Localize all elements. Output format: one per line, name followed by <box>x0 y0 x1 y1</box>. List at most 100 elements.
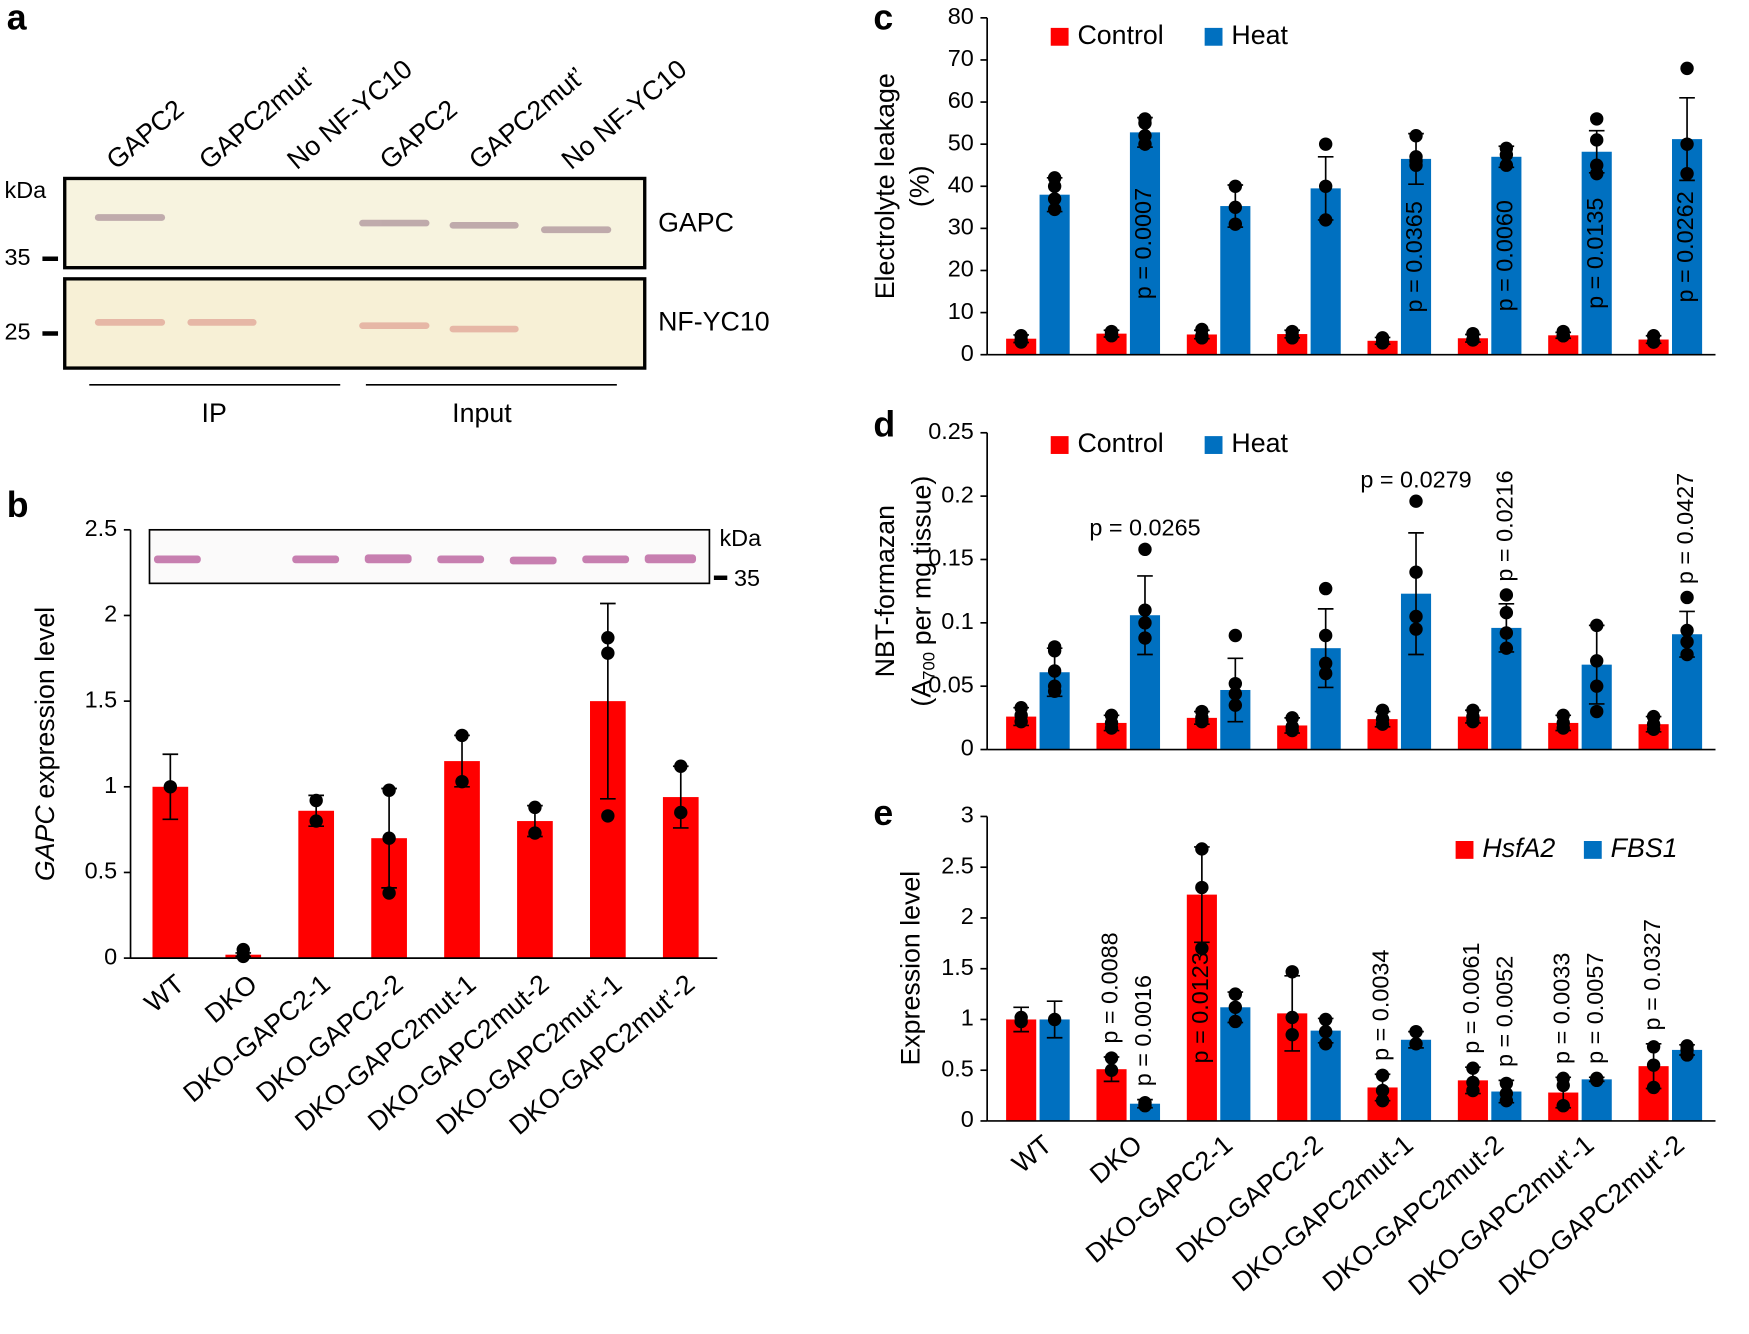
y-tick-label: 2 <box>961 903 974 929</box>
data-point <box>674 805 688 820</box>
data-point <box>1375 336 1390 350</box>
blot: GAPC2 GAPC2mut’ No NF-YC10 GAPC2 GAPC2mu… <box>5 54 770 428</box>
y-axis-label-part: per mg tissue) <box>907 476 937 645</box>
lane-label: GAPC2 <box>374 94 463 175</box>
y-axis-label: (%) <box>904 165 934 207</box>
p-value-label: p = 0.0060 <box>1492 200 1518 311</box>
data-point <box>1375 717 1390 731</box>
data-point <box>1680 635 1694 649</box>
lane-label: GAPC2 <box>101 94 190 175</box>
y-axis-label-part: 700 <box>920 652 939 680</box>
data-point <box>1228 676 1243 691</box>
bands <box>94 319 519 333</box>
data-point <box>1014 335 1028 349</box>
blot-box <box>63 176 647 270</box>
y-tick-label: 10 <box>948 298 974 324</box>
band <box>644 554 697 564</box>
data-point <box>455 728 469 743</box>
data-point <box>1047 664 1062 678</box>
data-point <box>1138 616 1152 630</box>
data-point <box>1228 628 1243 643</box>
data-point <box>1499 158 1514 172</box>
data-point <box>1138 542 1152 557</box>
data-point <box>455 774 469 789</box>
data-point <box>1409 158 1423 172</box>
band <box>292 555 340 564</box>
data-point <box>1556 1078 1570 1093</box>
panel-label: e <box>873 793 893 833</box>
bar <box>517 821 553 959</box>
data-point <box>1228 687 1243 701</box>
y-tick-label: 0.1 <box>941 608 974 634</box>
data-point <box>674 759 688 773</box>
band <box>153 555 201 564</box>
band <box>359 322 430 330</box>
y-tick-label: 60 <box>948 87 974 113</box>
p-value-label: p = 0.0034 <box>1368 950 1394 1061</box>
data-point <box>1047 179 1062 193</box>
data-point <box>1318 656 1333 671</box>
data-point <box>1680 61 1694 76</box>
y-tick-label: 0 <box>961 1106 974 1132</box>
x-tick-label: DKO <box>199 969 263 1029</box>
data-point <box>1318 1024 1333 1039</box>
marker-label: 25 <box>5 319 31 345</box>
data-point <box>1318 1012 1333 1027</box>
p-value-label: p = 0.0061 <box>1458 942 1484 1053</box>
data-point <box>1228 1014 1243 1029</box>
band <box>364 554 412 564</box>
bar <box>1039 194 1070 355</box>
data-point <box>1195 941 1209 956</box>
y-axis-label: Electrolyte leakage <box>870 73 900 299</box>
data-point <box>1228 1000 1243 1014</box>
data-point <box>1409 1037 1423 1051</box>
bar <box>1186 334 1217 355</box>
unit-label: kDa <box>719 525 762 551</box>
data-point <box>1138 1099 1152 1113</box>
data-point <box>1499 147 1514 162</box>
data-point <box>1590 133 1604 147</box>
data-point <box>1318 137 1333 151</box>
data-point <box>1646 1058 1661 1072</box>
data-point <box>1375 1093 1390 1108</box>
bar <box>1581 151 1612 355</box>
legend-label: HsfA2 <box>1482 833 1555 863</box>
data-point <box>1228 987 1243 1001</box>
data-point <box>528 826 542 840</box>
data-point <box>1318 666 1333 681</box>
y-axis-label: (A700 per mg tissue) <box>907 476 939 707</box>
data-point <box>236 949 250 964</box>
data-point <box>1138 631 1152 645</box>
y-tick-label: 30 <box>948 214 974 240</box>
data-point <box>1138 603 1152 617</box>
band <box>187 319 257 326</box>
unit-label: kDa <box>5 177 48 203</box>
legend-swatch <box>1583 841 1602 859</box>
y-axis-label-part: GAPC <box>30 805 60 881</box>
x-tick-label: WT <box>1006 1129 1057 1179</box>
bar <box>444 761 480 959</box>
data-point <box>1047 644 1062 658</box>
bar <box>1129 132 1161 355</box>
bar <box>1672 1049 1703 1121</box>
p-value-label: p = 0.0057 <box>1582 953 1608 1064</box>
panel-label: b <box>7 485 29 525</box>
y-tick-label: 80 <box>948 3 974 29</box>
data-point <box>1228 698 1243 712</box>
data-point <box>1104 1051 1119 1065</box>
data-point <box>1556 721 1570 735</box>
data-point <box>1409 1024 1423 1039</box>
bands <box>153 554 697 565</box>
data-point <box>1014 1014 1028 1029</box>
marker-label: 35 <box>734 565 760 591</box>
data-point <box>163 780 178 794</box>
y-tick-label: 0.25 <box>928 418 974 444</box>
data-point <box>1318 628 1333 643</box>
data-point <box>1409 609 1423 624</box>
bar <box>1548 335 1579 355</box>
data-point <box>1195 842 1209 856</box>
y-tick-label: 20 <box>948 256 974 282</box>
y-axis-label: NBT-formazan <box>870 505 900 677</box>
data-point <box>601 631 615 645</box>
